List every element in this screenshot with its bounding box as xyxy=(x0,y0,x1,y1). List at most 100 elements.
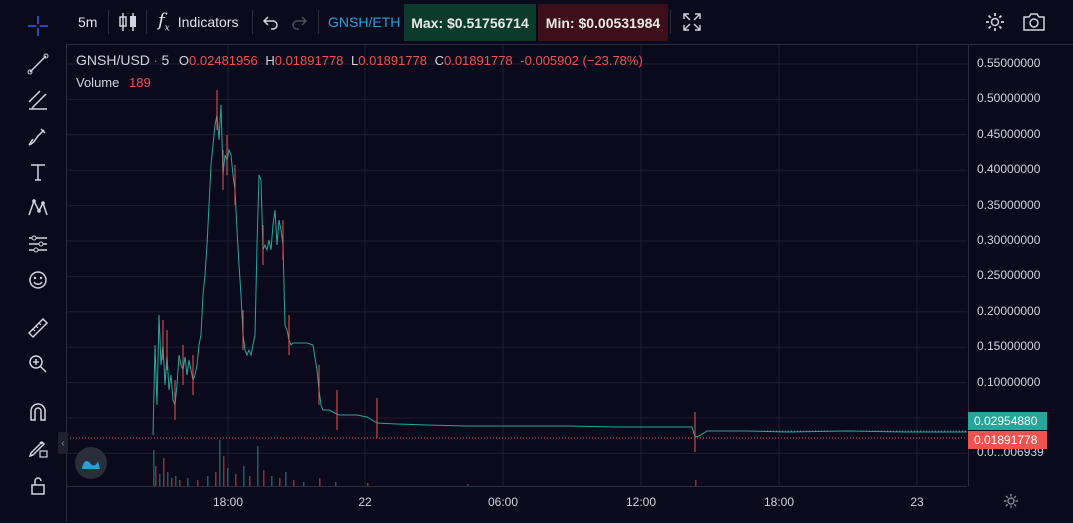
volume-bar xyxy=(271,476,273,486)
time-tick: 12:00 xyxy=(625,495,657,509)
lock-drawing-icon[interactable] xyxy=(22,434,54,462)
collapse-toolbar-button[interactable]: ‹ xyxy=(58,432,68,454)
open-label: O xyxy=(178,53,190,68)
toolbar-divider xyxy=(318,10,319,34)
high-label: H xyxy=(265,53,275,68)
volume-bar xyxy=(197,480,199,486)
volume-bar xyxy=(467,484,469,486)
tradingview-logo xyxy=(75,447,107,479)
emoji-icon[interactable] xyxy=(22,266,54,294)
price-axis[interactable]: 0.55000000 0.50000000 0.45000000 0.40000… xyxy=(968,45,1073,486)
price-chart[interactable] xyxy=(67,45,967,486)
indicators-label: Indicators xyxy=(177,14,239,30)
price-tick: 0.40000000 xyxy=(977,162,1041,176)
time-tick: 06:00 xyxy=(487,495,519,509)
toolbar-divider xyxy=(146,10,147,34)
fib-icon[interactable] xyxy=(22,86,54,114)
magnet-icon[interactable] xyxy=(22,398,54,426)
top-toolbar: 5m fx Indicators GNSH/ETH Max: $0.517567… xyxy=(66,0,1073,45)
zoom-icon[interactable] xyxy=(22,350,54,378)
indicators-button[interactable]: fx Indicators xyxy=(158,0,238,44)
volume-bar xyxy=(319,478,321,486)
time-axis[interactable]: 18:00 22 06:00 12:00 18:00 23 xyxy=(67,486,967,523)
fullscreen-icon[interactable] xyxy=(682,0,702,44)
interval-button[interactable]: 5m xyxy=(78,14,98,30)
volume-value: 189 xyxy=(129,75,151,90)
volume-bar xyxy=(335,482,337,486)
gear-icon[interactable] xyxy=(1002,492,1020,515)
price-tick: 0.55000000 xyxy=(977,56,1041,70)
settings-icon[interactable] xyxy=(984,0,1006,44)
volume-bar xyxy=(153,450,155,486)
max-price-badge: Max: $0.51756714 xyxy=(404,4,536,41)
volume-bar xyxy=(293,480,295,486)
trend-line-icon[interactable] xyxy=(22,50,54,78)
volume-bar xyxy=(243,466,245,486)
volume-bar xyxy=(303,482,305,486)
volume-bar xyxy=(223,456,225,486)
price-tick: 0.20000000 xyxy=(977,304,1041,318)
time-tick: 18:00 xyxy=(212,495,244,509)
close-value: 0.01891778 xyxy=(443,53,513,68)
volume-bar xyxy=(219,440,221,486)
volume-bar xyxy=(187,478,189,486)
volume-bar xyxy=(235,474,237,486)
time-tick: 18:00 xyxy=(763,495,795,509)
volume-label: Volume xyxy=(76,75,120,90)
change-value: -0.005902 (−23.78%) xyxy=(520,53,643,68)
ruler-icon[interactable] xyxy=(22,314,54,342)
brush-icon[interactable] xyxy=(22,122,54,150)
volume-bar xyxy=(227,468,229,486)
price-tick: 0.50000000 xyxy=(977,91,1041,105)
close-label: C xyxy=(434,53,444,68)
volume-bar xyxy=(167,472,169,486)
candles-icon[interactable] xyxy=(118,0,138,44)
volume-bar xyxy=(171,478,173,486)
volume-bar xyxy=(207,476,209,486)
interval-label: 5 xyxy=(161,52,170,68)
volume-bar xyxy=(215,472,217,486)
pattern-icon[interactable] xyxy=(22,194,54,222)
volume-bar xyxy=(263,470,265,486)
drawing-toolbar xyxy=(0,0,67,522)
open-value: 0.02481956 xyxy=(189,53,258,68)
price-line-up xyxy=(152,104,967,438)
volume-bar xyxy=(175,476,177,486)
volume-bar xyxy=(159,474,161,486)
last-price-green-label: 0.02954880 xyxy=(968,412,1047,430)
low-value: 0.01891778 xyxy=(358,53,427,68)
symbol-label: GNSH/USD xyxy=(76,52,150,68)
undo-icon[interactable] xyxy=(262,0,280,44)
price-tick: 0.30000000 xyxy=(977,233,1041,247)
lock-icon[interactable] xyxy=(22,472,54,500)
volume-bar xyxy=(155,466,157,486)
prediction-icon[interactable] xyxy=(22,230,54,258)
ohlc-legend: GNSH/USD · 5 O0.02481956 H0.01891778 L0.… xyxy=(76,52,643,68)
crosshair-icon[interactable] xyxy=(22,12,54,40)
volume-bar xyxy=(367,483,369,486)
time-tick: 23 xyxy=(910,495,924,509)
low-label: L xyxy=(351,53,359,68)
price-tick: 0.25000000 xyxy=(977,268,1041,282)
pair-label[interactable]: GNSH/ETH xyxy=(328,14,401,30)
redo-icon[interactable] xyxy=(290,0,308,44)
toolbar-divider xyxy=(108,10,109,34)
volume-bar xyxy=(285,472,287,486)
text-icon[interactable] xyxy=(22,158,54,186)
camera-icon[interactable] xyxy=(1022,0,1046,44)
volume-bar xyxy=(257,446,259,486)
time-tick: 22 xyxy=(358,495,372,509)
volume-bar xyxy=(279,478,281,486)
volume-bar xyxy=(179,480,181,486)
last-price-red-label: 0.01891778 xyxy=(968,431,1047,449)
high-value: 0.01891778 xyxy=(274,53,344,68)
volume-legend: Volume 189 xyxy=(76,75,151,90)
price-tick: 0.15000000 xyxy=(977,339,1041,353)
toolbar-divider xyxy=(670,10,671,34)
price-tick: 0.10000000 xyxy=(977,375,1041,389)
fx-icon: fx xyxy=(158,10,170,34)
price-tick: 0.35000000 xyxy=(977,198,1041,212)
volume-bar xyxy=(163,458,165,486)
toolbar-divider xyxy=(252,10,253,34)
